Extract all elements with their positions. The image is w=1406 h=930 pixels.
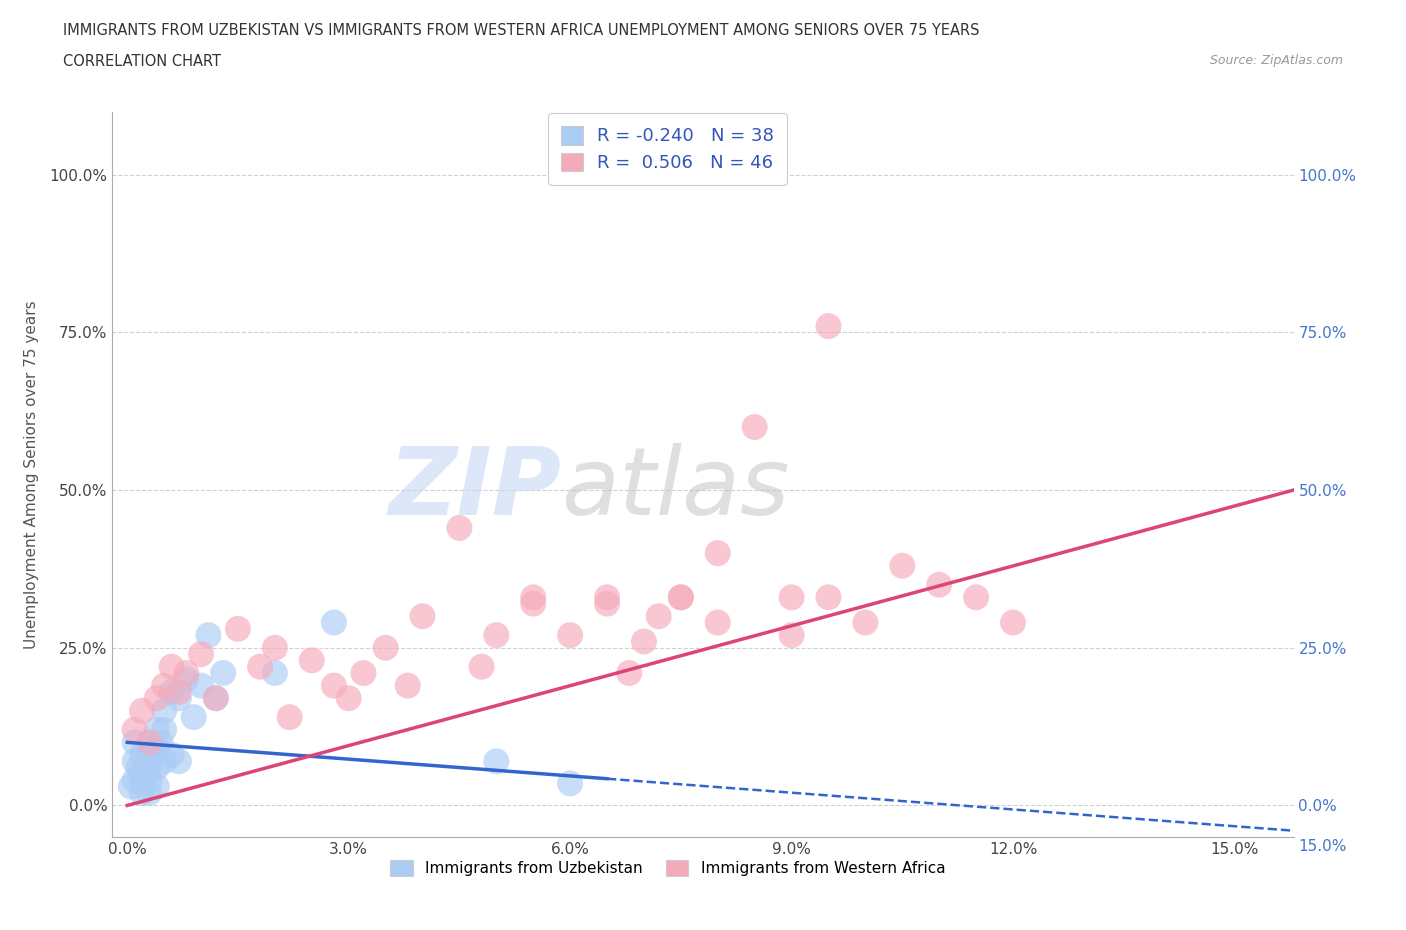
Point (124, 773, 146, 788)
Text: Source: ZipAtlas.com: Source: ZipAtlas.com (1209, 54, 1343, 67)
Point (855, 615, 877, 630)
Point (352, 666, 374, 681)
Point (131, 703, 153, 718)
Point (596, 596, 619, 611)
Point (197, 628, 219, 643)
Text: CORRELATION CHART: CORRELATION CHART (63, 54, 221, 69)
Point (120, 779, 142, 794)
Point (707, 615, 730, 630)
Point (647, 609, 671, 624)
Point (124, 754, 146, 769)
Point (323, 678, 346, 693)
Point (167, 684, 190, 699)
Text: 15.0%: 15.0% (1299, 839, 1347, 854)
Point (135, 754, 157, 769)
Point (470, 659, 494, 674)
Point (146, 760, 169, 775)
Point (707, 546, 730, 561)
Point (131, 766, 153, 781)
Point (190, 646, 212, 661)
Point (146, 691, 169, 706)
Point (278, 710, 301, 724)
Point (965, 590, 987, 604)
Point (167, 754, 190, 769)
Point (190, 678, 212, 693)
Point (160, 748, 183, 763)
Point (142, 741, 165, 756)
Point (138, 735, 160, 750)
Point (780, 590, 803, 604)
Point (131, 776, 153, 790)
Point (1001, 615, 1024, 630)
Point (183, 710, 205, 724)
Point (160, 684, 183, 699)
Point (149, 735, 172, 750)
Point (817, 590, 839, 604)
Point (153, 754, 176, 769)
Point (146, 779, 169, 794)
Point (522, 596, 544, 611)
Point (891, 558, 914, 573)
Point (301, 653, 323, 668)
Point (485, 628, 508, 643)
Text: atlas: atlas (561, 444, 790, 535)
Point (138, 735, 160, 750)
Point (160, 659, 183, 674)
Point (153, 703, 176, 718)
Point (449, 521, 471, 536)
Point (174, 671, 197, 686)
Point (264, 641, 287, 656)
Point (153, 678, 176, 693)
Point (619, 666, 641, 681)
Y-axis label: Unemployment Among Seniors over 75 years: Unemployment Among Seniors over 75 years (24, 300, 38, 648)
Point (138, 760, 160, 775)
Point (928, 578, 950, 592)
Point (167, 691, 190, 706)
Point (323, 615, 346, 630)
Text: IMMIGRANTS FROM UZBEKISTAN VS IMMIGRANTS FROM WESTERN AFRICA UNEMPLOYMENT AMONG : IMMIGRANTS FROM UZBEKISTAN VS IMMIGRANTS… (63, 23, 980, 38)
Point (205, 691, 228, 706)
Point (249, 659, 271, 674)
Point (560, 628, 582, 643)
Point (374, 641, 396, 656)
Point (138, 748, 160, 763)
Point (138, 786, 160, 801)
Point (411, 609, 433, 624)
Point (596, 590, 619, 604)
Point (817, 319, 839, 334)
Point (124, 723, 146, 737)
Point (669, 590, 692, 604)
Point (174, 666, 197, 681)
Point (226, 621, 249, 636)
Legend: Immigrants from Uzbekistan, Immigrants from Western Africa: Immigrants from Uzbekistan, Immigrants f… (382, 853, 953, 884)
Point (146, 723, 169, 737)
Point (124, 735, 146, 750)
Point (337, 691, 360, 706)
Point (138, 773, 160, 788)
Point (744, 419, 766, 434)
Point (127, 760, 149, 775)
Point (669, 590, 692, 604)
Point (131, 786, 153, 801)
Point (522, 590, 544, 604)
Point (146, 741, 169, 756)
Point (560, 776, 582, 790)
Point (633, 634, 655, 649)
Point (131, 748, 153, 763)
Point (485, 754, 508, 769)
Point (205, 691, 228, 706)
Point (212, 666, 235, 681)
Point (396, 678, 419, 693)
Point (264, 666, 287, 681)
Point (153, 723, 176, 737)
Point (780, 628, 803, 643)
Text: ZIP: ZIP (388, 443, 561, 535)
